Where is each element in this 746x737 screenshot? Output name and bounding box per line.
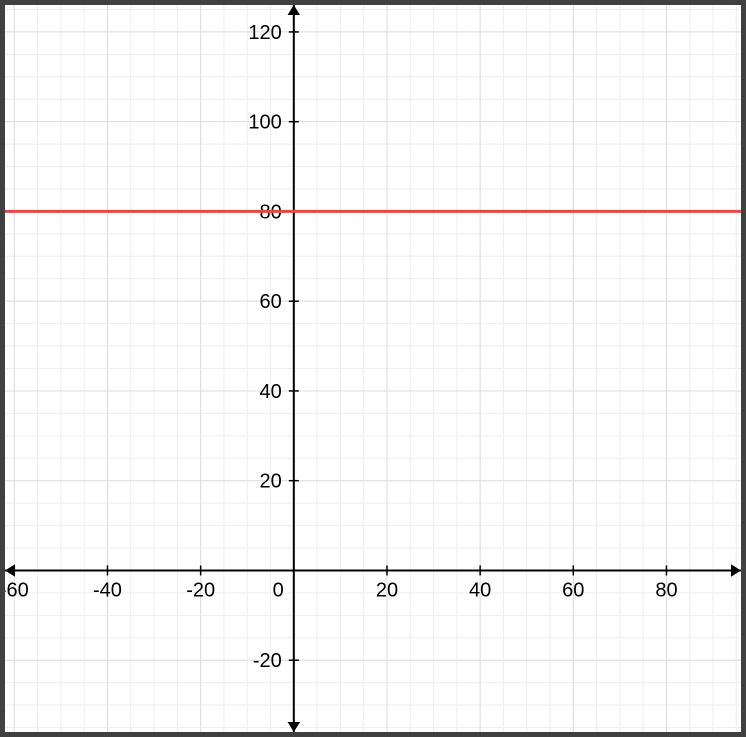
y-tick-label: -20	[253, 650, 282, 672]
x-tick-label: 20	[376, 579, 398, 601]
x-tick-label: -20	[186, 579, 215, 601]
x-tick-label: 40	[469, 579, 491, 601]
x-tick-label: 0	[273, 579, 284, 601]
y-tick-label: 120	[248, 22, 281, 44]
y-tick-label: 40	[260, 381, 282, 403]
y-tick-label: 60	[260, 291, 282, 313]
y-tick-label: 100	[248, 112, 281, 134]
x-tick-label: 80	[655, 579, 677, 601]
y-tick-label: 20	[260, 471, 282, 493]
coordinate-plane: -60-40-20020406080-2020406080100120	[5, 5, 741, 732]
chart-frame: -60-40-20020406080-2020406080100120	[0, 0, 746, 737]
x-tick-label: 60	[562, 579, 584, 601]
x-tick-label: -60	[5, 579, 29, 601]
x-tick-label: -40	[93, 579, 122, 601]
